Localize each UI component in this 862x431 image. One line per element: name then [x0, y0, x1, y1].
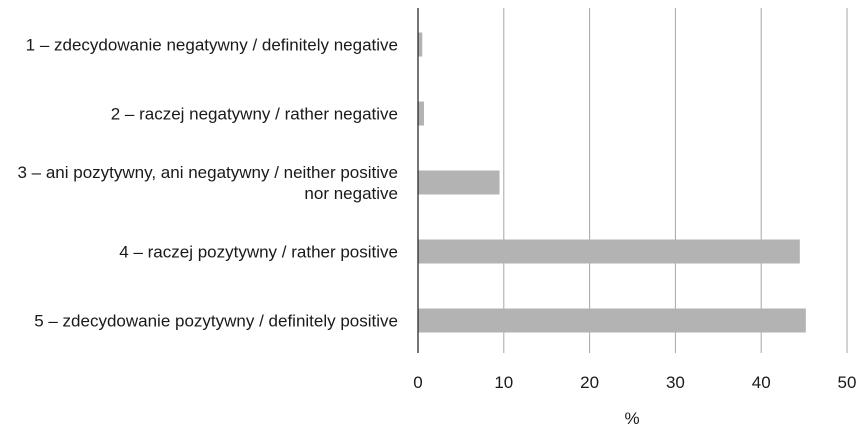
x-tick-label: 0 — [413, 373, 422, 392]
x-tick-label: 10 — [494, 373, 513, 392]
bar-3 — [418, 170, 500, 195]
category-label-1: 1 – zdecydowanie negatywny / definitely … — [26, 36, 398, 55]
bars — [418, 32, 806, 333]
x-axis-title: % — [624, 409, 639, 428]
category-label-4: 4 – raczej pozytywny / rather positive — [119, 243, 398, 262]
category-label-3: nor negative — [304, 184, 398, 203]
x-tick-label: 20 — [580, 373, 599, 392]
category-label-3: 3 – ani pozytywny, ani negatywny / neith… — [17, 163, 398, 182]
bar-2 — [418, 101, 425, 126]
category-labels: 1 – zdecydowanie negatywny / definitely … — [17, 36, 398, 331]
x-tick-label: 40 — [752, 373, 771, 392]
bar-1 — [418, 32, 423, 57]
bar-4 — [418, 239, 800, 264]
category-label-5: 5 – zdecydowanie pozytywny / definitely … — [34, 312, 398, 331]
x-tick-labels: 0 10 20 30 40 50 — [413, 373, 856, 392]
x-tick-label: 30 — [666, 373, 685, 392]
bar-5 — [418, 308, 806, 333]
category-label-2: 2 – raczej negatywny / rather negative — [111, 105, 398, 124]
gridlines — [503, 8, 848, 353]
x-tick-label: 50 — [838, 373, 857, 392]
